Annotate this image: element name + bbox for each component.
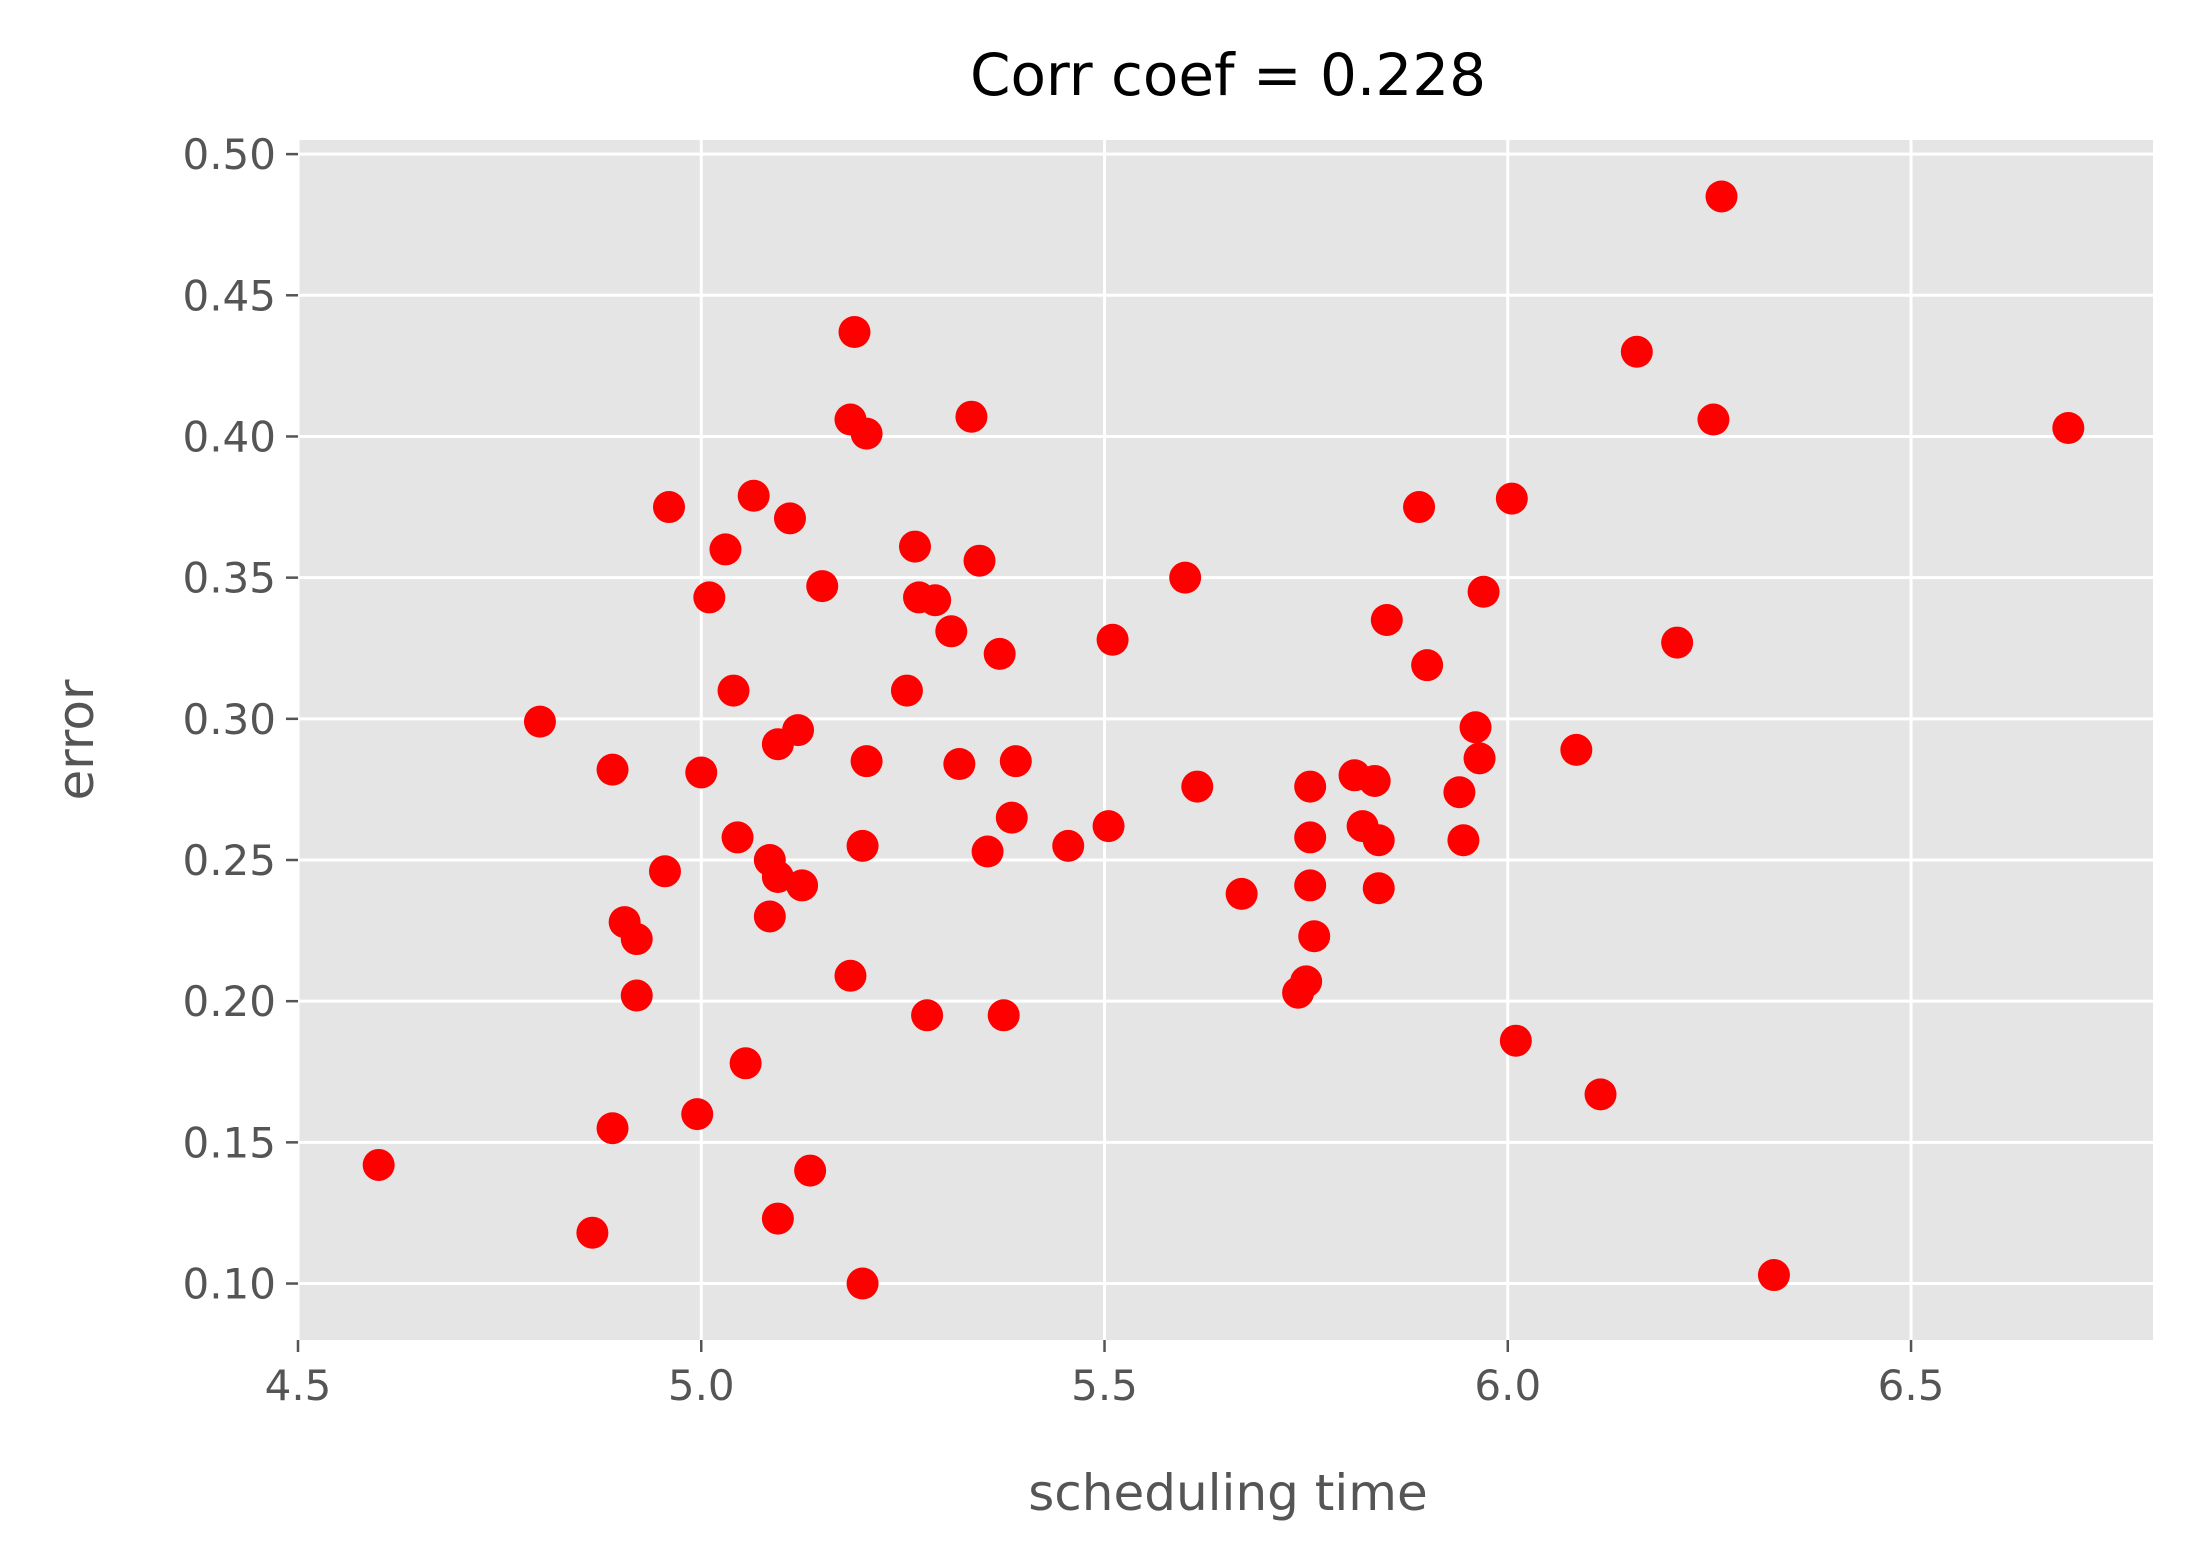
y-tick-label: 0.10: [182, 1260, 276, 1309]
data-point: [620, 979, 653, 1012]
data-point: [806, 570, 839, 603]
data-point: [834, 959, 867, 992]
y-tick-label: 0.25: [182, 836, 276, 885]
x-tick-label: 6.0: [1474, 1361, 1541, 1410]
data-point: [850, 417, 883, 450]
data-point: [919, 584, 952, 617]
data-point: [987, 999, 1020, 1032]
data-point: [846, 1267, 879, 1300]
y-tick-label: 0.30: [182, 695, 276, 744]
data-point: [761, 1202, 794, 1235]
data-point: [2052, 412, 2085, 444]
data-point: [523, 705, 556, 738]
data-point: [693, 581, 726, 614]
y-tick-label: 0.50: [182, 130, 276, 179]
data-point: [786, 869, 819, 902]
data-point: [1661, 626, 1694, 659]
grid-lines: [296, 140, 2153, 1340]
data-point: [1370, 604, 1403, 636]
data-point: [1362, 872, 1395, 905]
data-point: [1403, 491, 1436, 524]
data-point: [761, 860, 794, 893]
data-point: [753, 900, 786, 933]
data-point: [890, 674, 923, 707]
data-point: [1463, 742, 1496, 775]
data-point: [1298, 920, 1331, 953]
data-point: [1225, 877, 1258, 910]
chart-title: Corr coef = 0.228: [970, 41, 1486, 109]
data-point: [1620, 335, 1653, 368]
data-point: [955, 400, 988, 433]
data-point: [1052, 829, 1085, 862]
data-point: [943, 748, 976, 780]
data-point: [1584, 1078, 1617, 1111]
x-tick-label: 5.5: [1071, 1361, 1138, 1410]
data-point: [1181, 770, 1214, 803]
y-tick-label: 0.45: [182, 271, 276, 320]
data-point: [838, 316, 871, 348]
y-tick-label: 0.35: [182, 554, 276, 603]
y-tick-label: 0.15: [182, 1118, 276, 1167]
data-point: [1560, 733, 1593, 766]
data-point: [362, 1148, 395, 1181]
data-point: [971, 835, 1004, 868]
data-point: [1467, 575, 1500, 608]
data-point: [1705, 180, 1738, 213]
data-point: [1757, 1259, 1790, 1292]
x-axis-label: scheduling time: [1028, 1464, 1428, 1522]
data-point: [681, 1098, 714, 1131]
data-point: [850, 745, 883, 778]
data-point: [576, 1216, 609, 1249]
data-point: [782, 714, 815, 747]
data-point: [721, 821, 754, 854]
data-point: [1499, 1024, 1532, 1057]
x-tick-label: 6.5: [1878, 1361, 1945, 1410]
data-point: [1362, 824, 1395, 857]
data-point: [999, 745, 1032, 778]
data-point: [717, 674, 750, 707]
data-point: [1294, 770, 1327, 803]
plot-area: [298, 140, 2153, 1340]
data-point: [963, 544, 996, 577]
data-point: [995, 801, 1028, 834]
data-point: [1447, 824, 1480, 857]
data-point: [648, 855, 681, 888]
data-point: [1290, 965, 1323, 998]
data-point: [1358, 764, 1391, 797]
data-point: [935, 615, 968, 648]
data-point: [653, 491, 685, 524]
data-point: [911, 999, 944, 1032]
data-point: [983, 637, 1016, 670]
data-point: [846, 829, 879, 862]
data-point: [729, 1047, 762, 1080]
data-point: [1411, 649, 1444, 682]
data-point: [773, 502, 806, 535]
data-point: [596, 753, 629, 786]
data-point: [794, 1154, 827, 1187]
y-tick-label: 0.40: [182, 412, 276, 461]
data-point: [898, 530, 931, 563]
data-point: [620, 923, 653, 956]
data-point: [1294, 821, 1327, 854]
data-point: [1443, 776, 1476, 809]
data-point: [1096, 623, 1129, 656]
data-point: [1092, 810, 1125, 843]
y-axis-label: error: [47, 679, 105, 800]
data-point: [1697, 403, 1730, 436]
data-point: [1169, 561, 1202, 594]
x-tick-label: 4.5: [265, 1361, 332, 1410]
data-point: [1294, 869, 1327, 902]
y-tick-label: 0.20: [182, 977, 276, 1026]
axis-ticks: 4.5 5.0 5.5 6.0 6.5 0.10 0.15 0.20 0.25 0.30 0.35 0…: [182, 130, 1944, 1410]
data-point: [709, 533, 742, 566]
x-tick-label: 5.0: [668, 1361, 735, 1410]
data-point: [596, 1112, 629, 1145]
data-point: [737, 479, 770, 512]
data-point: [685, 756, 718, 789]
data-points: [362, 180, 2085, 1300]
data-point: [1459, 711, 1492, 744]
data-point: [1495, 482, 1528, 515]
